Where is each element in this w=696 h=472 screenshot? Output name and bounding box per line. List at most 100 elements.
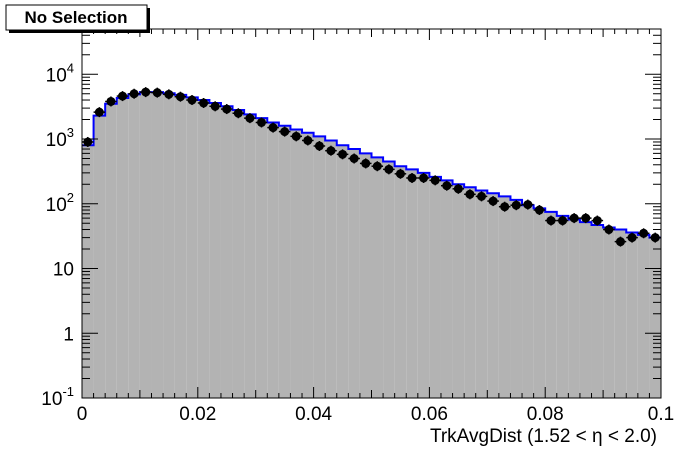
histogram-bar: [278, 125, 291, 398]
histogram-bar: [545, 211, 557, 398]
histogram-bar: [244, 114, 256, 399]
histogram-bar: [429, 176, 441, 398]
point-marker: [442, 181, 452, 191]
point-marker: [164, 89, 174, 99]
histogram-bar: [163, 93, 175, 398]
data-point: [232, 108, 245, 119]
point-marker: [256, 117, 266, 127]
point-marker: [500, 202, 510, 212]
histogram-bar: [186, 97, 198, 399]
histogram-bar: [452, 184, 465, 398]
data-point: [174, 91, 187, 102]
point-marker: [187, 95, 197, 105]
data-point: [105, 96, 117, 107]
histogram-bar: [556, 215, 569, 398]
histogram-bar: [325, 140, 337, 399]
histogram-bar: [174, 94, 187, 398]
point-marker: [199, 98, 209, 108]
histogram-bar: [591, 224, 604, 398]
histogram-outline: [82, 91, 661, 239]
data-point: [313, 140, 326, 151]
y-tick-exponent: 4: [67, 60, 74, 75]
histogram-bar: [93, 115, 106, 399]
data-point: [128, 88, 140, 99]
data-point: [290, 131, 303, 142]
chart-title: No Selection: [25, 8, 128, 27]
data-point: [603, 224, 615, 235]
histogram-bar: [637, 234, 650, 398]
point-marker: [291, 131, 301, 141]
data-point: [197, 97, 210, 108]
data-point: [522, 199, 534, 210]
y-tick-label: 10-1: [41, 384, 74, 410]
point-marker: [569, 213, 579, 223]
data-point: [591, 215, 604, 226]
x-tick-label: 0.06: [411, 404, 448, 425]
histogram-bar: [139, 92, 152, 399]
data-point: [93, 107, 106, 118]
data-point: [556, 215, 569, 226]
title-box: No Selection: [5, 4, 150, 33]
y-tick-base: 10: [53, 260, 74, 281]
histogram-bar: [371, 157, 384, 398]
point-marker: [303, 135, 313, 145]
data-point: [394, 168, 407, 179]
histogram-bar: [232, 110, 245, 398]
point-marker: [511, 200, 521, 210]
y-tick-label: 10: [53, 260, 74, 281]
point-marker: [118, 91, 128, 101]
y-tick-base: 1: [63, 324, 74, 345]
data-point: [545, 215, 557, 226]
data-point: [579, 213, 592, 224]
point-marker: [372, 161, 382, 171]
histogram-bar: [568, 219, 580, 398]
y-tick-label: 103: [46, 125, 74, 151]
point-marker: [338, 149, 348, 159]
y-tick-label: 102: [46, 190, 74, 216]
x-tick-label: 0: [77, 404, 88, 425]
data-point: [406, 172, 418, 183]
point-marker: [477, 191, 487, 201]
histogram-bar: [313, 136, 326, 398]
histogram-bar: [151, 92, 164, 399]
x-tick-label: 0.08: [527, 404, 564, 425]
x-axis-title: TrkAvgDist (1.52 < η < 2.0): [430, 426, 657, 447]
data-point: [464, 189, 476, 200]
data-point: [163, 89, 175, 100]
data-point: [336, 149, 349, 160]
point-marker: [419, 173, 429, 183]
data-point: [510, 200, 523, 211]
point-marker: [592, 216, 602, 226]
x-tick-label: 0.1: [648, 404, 674, 425]
data-point: [487, 196, 499, 207]
histogram-bar: [649, 237, 661, 398]
point-marker: [141, 87, 151, 97]
data-point: [278, 126, 291, 137]
point-marker: [581, 213, 591, 223]
histogram-bar: [394, 166, 407, 398]
data-point: [429, 175, 441, 186]
data-point: [325, 145, 337, 156]
point-marker: [395, 169, 405, 179]
histogram-bar: [626, 232, 638, 398]
histogram-bar: [220, 106, 233, 399]
histogram-bar: [417, 172, 430, 398]
data-point: [255, 117, 268, 128]
point-marker: [326, 146, 336, 156]
point-marker: [210, 101, 220, 111]
y-tick-exponent: -1: [62, 384, 74, 399]
data-point: [614, 236, 627, 247]
data-point: [417, 172, 430, 183]
histogram-bar: [603, 227, 615, 398]
histogram-bar: [579, 222, 592, 398]
point-marker: [106, 96, 116, 106]
point-marker: [268, 123, 278, 133]
data-point: [139, 87, 152, 98]
histogram-bar: [487, 193, 499, 398]
histogram-bar: [290, 129, 303, 398]
data-point: [267, 122, 279, 133]
histogram-bar: [336, 145, 349, 398]
point-marker: [314, 141, 324, 151]
point-marker: [488, 196, 498, 206]
